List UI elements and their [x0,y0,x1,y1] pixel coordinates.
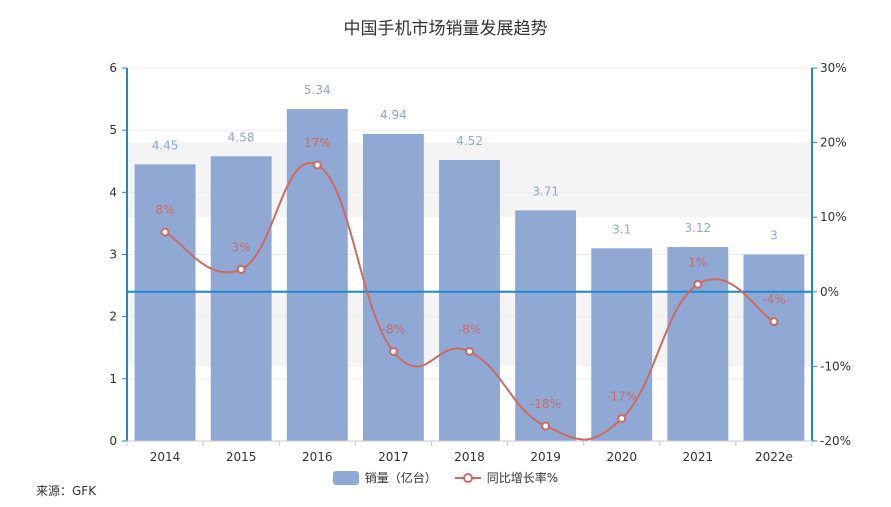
bar-label: 3.1 [612,222,631,236]
growth-label: 8% [156,203,175,217]
y-left-tick-label: 6 [109,61,117,75]
y-right-tick-label: -10% [820,359,851,373]
growth-point [388,346,398,356]
y-right-tick-label: 0% [820,285,839,299]
growth-point [693,279,703,289]
bar [667,247,729,441]
bar [286,109,348,441]
growth-label: 17% [304,136,331,150]
bar-label: 5.34 [304,83,331,97]
y-right-tick-label: 20% [820,136,847,150]
legend-bar-swatch [332,470,359,485]
x-tick-label: 2016 [302,450,333,464]
x-tick-label: 2020 [606,450,637,464]
legend-line-swatch [454,471,481,485]
x-tick-label: 2021 [683,450,714,464]
growth-point [236,264,246,274]
growth-point [160,227,170,237]
bar-label: 4.58 [228,130,255,144]
y-right-tick-label: 10% [820,210,847,224]
growth-label: 1% [688,255,707,269]
growth-line [164,161,775,441]
y-left-tick-label: 0 [109,434,117,448]
growth-point [312,160,322,170]
bar-label: 3.71 [532,184,559,198]
growth-point [541,421,551,431]
growth-label: -17% [606,390,637,404]
legend-item-sales[interactable]: 销量（亿台） [332,469,437,486]
bar [515,210,577,441]
x-tick-label: 2022e [755,450,793,464]
y-left-tick-label: 2 [109,310,117,324]
growth-label: -18% [530,397,561,411]
y-left-tick-label: 4 [109,185,117,199]
bar-label: 4.45 [152,138,179,152]
bar [743,254,805,441]
chart-title: 中国手机市场销量发展趋势 [343,19,548,39]
legend-label-growth: 同比增长率% [486,471,559,485]
y-left-tick-label: 5 [109,123,117,137]
bar [591,248,653,441]
growth-label: -8% [382,322,405,336]
bar-label: 3 [770,229,778,243]
x-tick-label: 2015 [226,450,257,464]
x-tick-label: 2018 [454,450,485,464]
x-tick-label: 2019 [530,450,561,464]
x-tick-label: 2017 [378,450,409,464]
y-left-tick-label: 3 [109,248,117,262]
bar [210,156,272,441]
growth-label: -4% [762,293,785,307]
legend-item-growth[interactable]: 同比增长率% [454,469,559,486]
x-tick-label: 2014 [150,450,181,464]
growth-label: -8% [458,322,481,336]
bar-label: 4.94 [380,108,407,122]
legend-label-sales: 销量（亿台） [364,471,437,485]
y-right-tick-label: -20% [820,434,851,448]
bar [134,164,196,441]
source-note: 来源：GFK [36,484,97,498]
bar-label: 4.52 [456,134,483,148]
growth-point [465,346,474,356]
growth-point [769,317,779,327]
bar [439,160,500,442]
growth-label: 3% [232,240,251,254]
bar [362,133,424,441]
y-left-tick-label: 1 [109,372,117,386]
y-right-tick-label: 30% [820,61,847,75]
bar-label: 3.12 [684,221,711,235]
growth-point [617,414,627,424]
legend: 销量（亿台） 同比增长率% [0,469,891,486]
